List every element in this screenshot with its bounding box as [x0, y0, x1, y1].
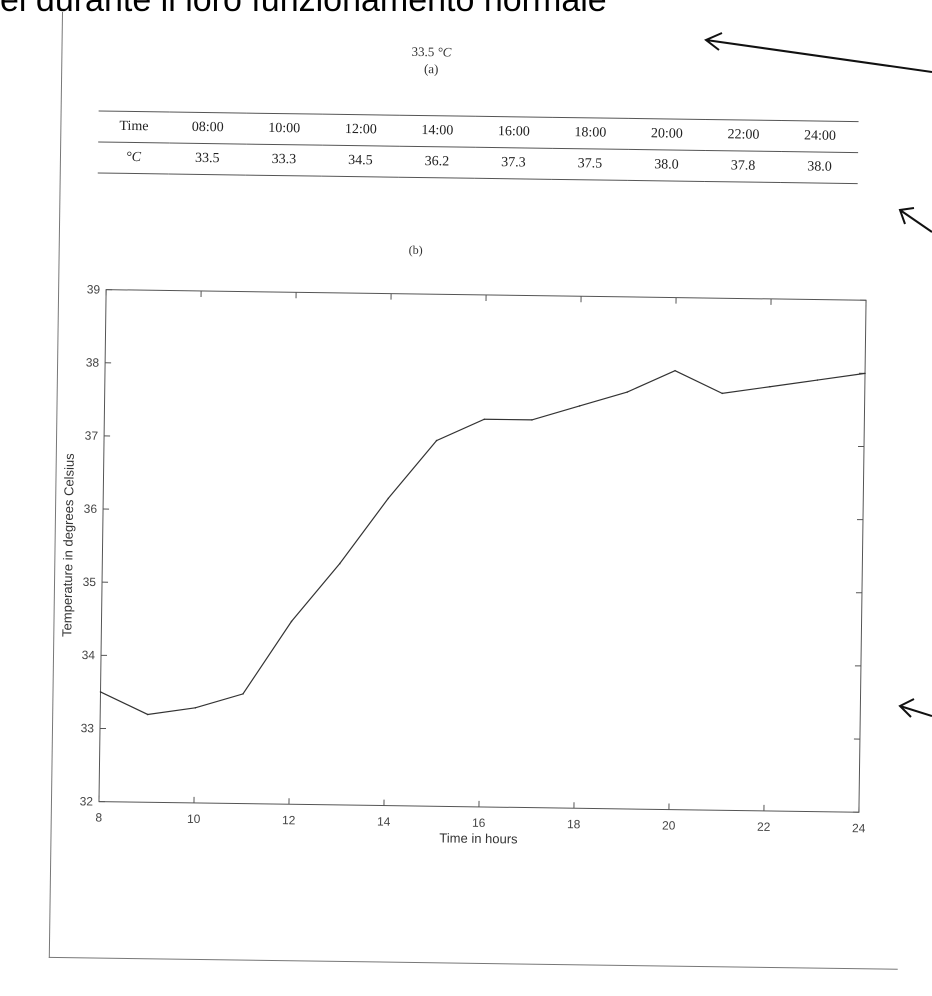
data-point [99, 691, 102, 693]
y-tick-label: 32 [80, 794, 94, 808]
data-point [146, 713, 149, 716]
data-point [242, 693, 244, 695]
arrow-to-chart [898, 698, 932, 718]
arrow-to-reading [704, 32, 932, 73]
data-point [674, 369, 676, 372]
data-point [626, 391, 629, 393]
data-point [769, 385, 771, 388]
data-point [864, 372, 866, 375]
scanned-page: 33.5 °C (a) Time 08:00 10:00 12:00 14:00… [48, 12, 932, 985]
data-point [387, 497, 390, 500]
x-tick-label: 12 [282, 813, 296, 827]
y-tick-label: 39 [87, 282, 101, 296]
y-tick-label: 34 [82, 648, 96, 662]
data-point [578, 405, 581, 407]
data-point [194, 707, 197, 709]
x-tick-label: 22 [757, 820, 771, 834]
y-axis-label: Temperature in degrees Celsius [59, 453, 77, 637]
data-point [531, 419, 533, 421]
chart-svg: 8 10 12 14 16 18 20 22 24 32 33 34 35 36 37 38 39 Time in… [59, 282, 867, 846]
y-tick-label: 38 [86, 356, 100, 370]
x-tick-label: 14 [377, 814, 391, 828]
data-point [290, 620, 293, 623]
arrow-to-table [898, 207, 932, 233]
x-tick-label: 18 [567, 817, 581, 831]
data-point [816, 379, 819, 381]
data-point [435, 439, 438, 442]
y-tick-label: 35 [83, 575, 97, 589]
x-tick-label: 16 [472, 816, 486, 830]
x-axis-label: Time in hours [439, 830, 518, 846]
x-tick-label: 8 [95, 811, 102, 825]
y-tick-label: 37 [85, 429, 99, 443]
data-point [339, 562, 341, 565]
data-point [721, 392, 724, 395]
y-tick-label: 36 [84, 502, 98, 516]
data-point [483, 418, 486, 421]
temperature-chart: 8 10 12 14 16 18 20 22 24 32 33 34 35 36 37 38 39 Time in… [50, 277, 888, 874]
y-tick-label: 33 [81, 721, 95, 735]
x-tick-label: 20 [662, 818, 676, 832]
x-tick-label: 10 [187, 812, 201, 826]
x-tick-label: 24 [852, 821, 866, 835]
